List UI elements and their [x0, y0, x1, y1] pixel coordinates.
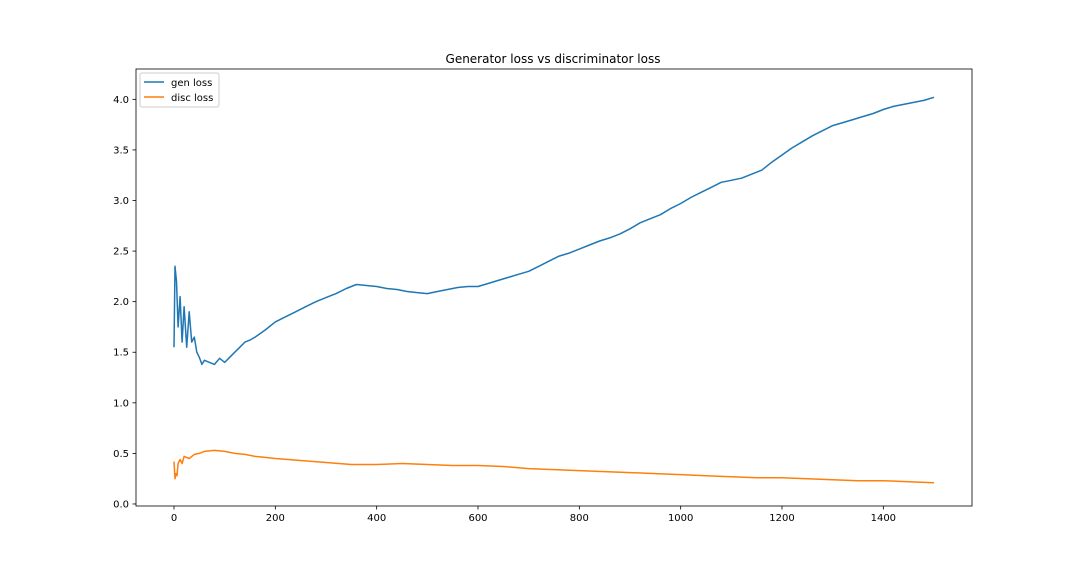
x-tick-label: 1000 — [668, 513, 693, 524]
x-tick-label: 0 — [171, 513, 177, 524]
x-tick-label: 1200 — [769, 513, 794, 524]
series-layer — [173, 96, 935, 484]
x-tick-label: 600 — [468, 513, 487, 524]
axes-layer: 0 200 400 600 800 1000 1200 1400 0.0 0.5 1.0 1.5 2.0… — [113, 68, 973, 524]
x-tick-label: 200 — [266, 513, 285, 524]
y-tick-label: 1.0 — [113, 398, 129, 409]
legend-label-gen-loss: gen loss — [171, 78, 212, 89]
x-tick-label: 800 — [570, 513, 589, 524]
y-tick-label: 3.0 — [113, 196, 129, 207]
x-tick-label: 400 — [367, 513, 386, 524]
legend-label-disc-loss: disc loss — [171, 93, 213, 104]
y-tick-label: 0.5 — [113, 449, 129, 460]
y-tick-label: 4.0 — [113, 95, 129, 106]
y-tick-label: 0.0 — [113, 499, 129, 510]
series-line-disc-loss — [173, 449, 935, 484]
y-tick-label: 2.0 — [113, 297, 129, 308]
y-tick-label: 1.5 — [113, 348, 129, 359]
y-tick-label: 3.5 — [113, 145, 129, 156]
series-line-gen-loss — [173, 96, 935, 366]
x-tick-label: 1400 — [871, 513, 896, 524]
y-tick-label: 2.5 — [113, 247, 129, 258]
legend: gen loss disc loss — [139, 72, 220, 108]
plot-frame — [135, 68, 973, 507]
chart-title: Generator loss vs discriminator loss — [446, 52, 661, 66]
